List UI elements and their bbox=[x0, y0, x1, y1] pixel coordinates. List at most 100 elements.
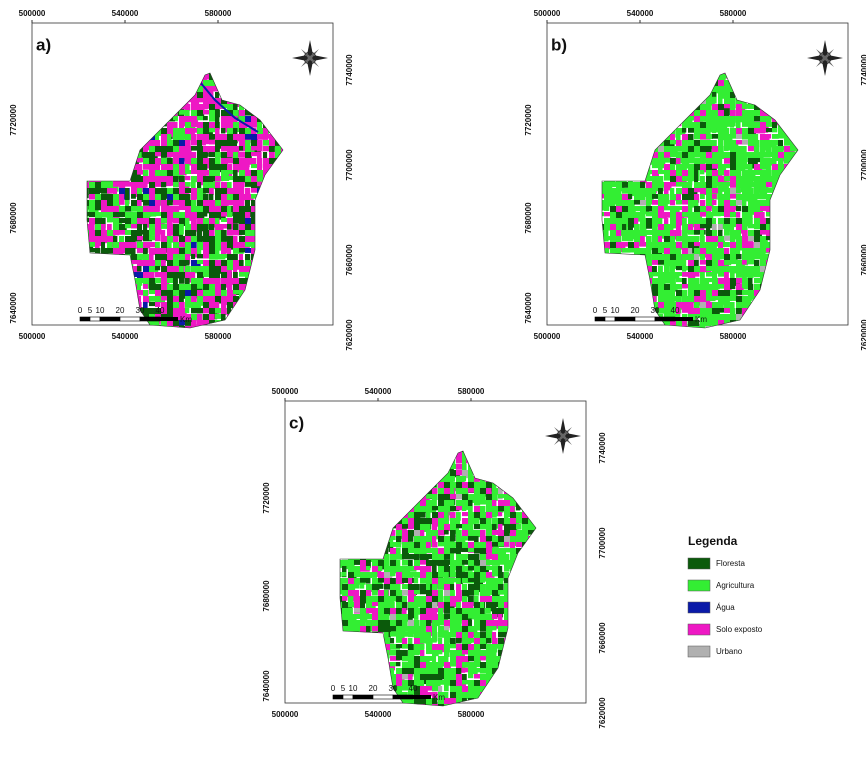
land-patch bbox=[784, 110, 795, 120]
land-patch bbox=[676, 92, 683, 100]
land-patch bbox=[528, 464, 539, 476]
land-patch bbox=[796, 266, 801, 271]
land-patch bbox=[263, 182, 268, 192]
scale-unit: Km bbox=[433, 693, 445, 702]
land-patch bbox=[772, 260, 782, 268]
land-patch bbox=[510, 686, 522, 693]
land-patch bbox=[694, 98, 699, 104]
land-patch bbox=[251, 68, 258, 73]
land-patch bbox=[730, 302, 735, 308]
land-patch bbox=[790, 200, 802, 204]
land-patch bbox=[498, 680, 503, 686]
land-patch bbox=[336, 476, 341, 482]
legend-label: Urbano bbox=[716, 647, 743, 656]
land-patch bbox=[432, 626, 437, 633]
land-patch bbox=[784, 242, 791, 247]
land-patch bbox=[778, 278, 784, 289]
land-patch bbox=[281, 200, 288, 205]
land-patch bbox=[790, 236, 796, 243]
land-patch bbox=[113, 80, 119, 89]
land-patch bbox=[101, 146, 106, 153]
land-patch bbox=[700, 74, 711, 84]
land-patch bbox=[730, 98, 734, 102]
land-patch bbox=[95, 128, 102, 134]
land-patch bbox=[257, 320, 263, 328]
land-patch bbox=[474, 548, 481, 554]
land-patch bbox=[796, 218, 806, 229]
land-patch bbox=[766, 284, 774, 290]
land-patch bbox=[748, 146, 754, 151]
land-patch bbox=[784, 182, 790, 192]
land-patch bbox=[257, 236, 266, 243]
land-patch bbox=[161, 296, 167, 301]
land-patch bbox=[730, 74, 737, 85]
land-patch bbox=[143, 80, 154, 88]
land-patch bbox=[610, 158, 620, 169]
land-patch bbox=[796, 110, 805, 120]
land-patch bbox=[263, 284, 273, 289]
land-patch bbox=[640, 266, 645, 274]
scale-segment bbox=[140, 317, 160, 321]
land-patch bbox=[426, 476, 430, 481]
land-patch bbox=[534, 614, 544, 624]
land-patch bbox=[534, 602, 539, 607]
land-patch bbox=[125, 104, 136, 114]
land-cover bbox=[83, 68, 293, 338]
land-patch bbox=[384, 494, 392, 498]
land-patch bbox=[281, 206, 290, 211]
land-patch bbox=[137, 122, 143, 130]
land-patch bbox=[354, 650, 364, 656]
land-patch bbox=[83, 104, 94, 116]
land-patch bbox=[766, 80, 771, 84]
land-patch bbox=[742, 92, 746, 100]
land-patch bbox=[360, 548, 368, 555]
land-patch bbox=[522, 476, 531, 487]
land-patch bbox=[251, 302, 261, 309]
land-patch bbox=[342, 446, 350, 457]
land-patch bbox=[113, 278, 120, 284]
land-patch bbox=[336, 572, 342, 577]
land-patch bbox=[342, 452, 352, 457]
land-patch bbox=[498, 452, 508, 458]
land-patch bbox=[492, 692, 502, 696]
land-patch bbox=[754, 320, 759, 328]
land-patch bbox=[796, 230, 801, 234]
land-patch bbox=[390, 578, 396, 584]
land-patch bbox=[366, 476, 372, 485]
land-patch bbox=[432, 638, 437, 643]
land-patch bbox=[610, 122, 618, 126]
land-patch bbox=[378, 656, 385, 666]
scale-label: 0 bbox=[331, 684, 336, 693]
land-patch bbox=[628, 92, 636, 100]
land-patch bbox=[528, 500, 539, 509]
land-patch bbox=[628, 68, 634, 73]
land-patch bbox=[664, 206, 671, 210]
land-patch bbox=[432, 476, 436, 481]
land-patch bbox=[700, 110, 706, 116]
land-patch bbox=[640, 284, 647, 294]
land-patch bbox=[384, 500, 393, 510]
land-patch bbox=[251, 296, 262, 307]
land-patch bbox=[263, 266, 272, 273]
land-patch bbox=[486, 620, 492, 627]
land-patch bbox=[281, 254, 291, 266]
land-patch bbox=[736, 140, 742, 144]
land-patch bbox=[89, 320, 97, 329]
land-patch bbox=[378, 632, 382, 641]
land-patch bbox=[336, 518, 348, 526]
land-patch bbox=[113, 104, 123, 110]
land-patch bbox=[534, 692, 542, 696]
land-patch bbox=[137, 140, 147, 145]
land-patch bbox=[131, 80, 138, 84]
land-patch bbox=[486, 464, 496, 474]
land-patch bbox=[534, 632, 542, 640]
land-patch bbox=[125, 80, 134, 90]
land-patch bbox=[360, 464, 369, 472]
land-patch bbox=[504, 668, 509, 678]
land-patch bbox=[796, 158, 808, 164]
land-patch bbox=[227, 230, 233, 236]
land-patch bbox=[275, 206, 286, 212]
land-patch bbox=[161, 80, 169, 88]
land-patch bbox=[402, 482, 411, 488]
land-patch bbox=[778, 224, 790, 229]
